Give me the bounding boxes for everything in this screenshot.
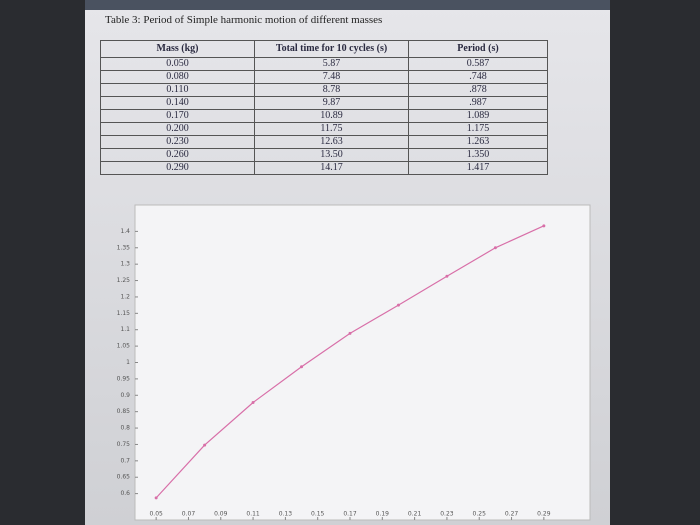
y-tick-label: 1.35	[117, 244, 131, 251]
table-row: 0.290 14.17 1.417	[100, 161, 548, 175]
y-tick-label: 0.6	[120, 490, 130, 497]
x-tick-label: 0.25	[473, 511, 487, 518]
x-tick-label: 0.17	[343, 511, 357, 518]
y-tick-label: 1.05	[117, 343, 131, 350]
window-bar	[85, 0, 610, 10]
x-tick-label: 0.29	[537, 511, 551, 518]
y-tick-label: 0.65	[117, 474, 131, 481]
x-tick-label: 0.15	[311, 511, 325, 518]
x-tick-label: 0.23	[440, 511, 454, 518]
x-tick-label: 0.09	[214, 511, 228, 518]
y-tick-label: 0.7	[120, 457, 130, 464]
y-tick-label: 1.3	[120, 261, 130, 268]
x-tick-label: 0.11	[246, 511, 260, 518]
table-row: 0.260 13.50 1.350	[100, 148, 548, 162]
x-tick-label: 0.19	[376, 511, 390, 518]
y-tick-label: 0.9	[120, 392, 130, 399]
table-row: 0.080 7.48.748	[100, 70, 548, 84]
y-tick-label: 1.4	[120, 228, 130, 235]
y-tick-label: 0.8	[120, 425, 130, 432]
x-tick-label: 0.27	[505, 511, 519, 518]
y-tick-label: 1.2	[120, 293, 130, 300]
data-point	[445, 274, 449, 278]
data-point	[251, 400, 255, 404]
table-title: Table 3: Period of Simple harmonic motio…	[105, 14, 383, 26]
x-tick-label: 0.13	[279, 511, 293, 518]
table-cell: 1.417	[408, 161, 548, 175]
plot-frame	[134, 204, 591, 521]
data-point	[203, 443, 207, 447]
data-point	[154, 496, 158, 500]
table-row: 0.170 10.89 1.089	[100, 109, 548, 123]
table-row: 0.110 8.78.878	[100, 83, 548, 97]
table-row: 0.230 12.63 1.263	[100, 135, 548, 149]
x-tick-label: 0.05	[149, 511, 163, 518]
y-tick-label: 0.85	[117, 408, 131, 415]
y-tick-label: 0.75	[117, 441, 131, 448]
table-row: 0.050 5.87 0.587	[100, 57, 548, 71]
y-tick-label: 1.1	[120, 326, 130, 333]
data-point	[396, 303, 400, 307]
data-point	[348, 331, 352, 335]
y-tick-label: 1.25	[117, 277, 131, 284]
x-tick-label: 0.21	[408, 511, 422, 518]
y-tick-label: 0.95	[117, 375, 131, 382]
data-point	[493, 246, 497, 250]
x-tick-label: 0.07	[182, 511, 196, 518]
y-tick-label: 1.15	[117, 310, 131, 317]
data-point	[542, 224, 546, 228]
y-tick-label: 1	[126, 359, 130, 366]
data-point	[300, 365, 304, 369]
data-table: Mass (kg) Total time for 10 cycles (s) Per…	[100, 40, 548, 175]
